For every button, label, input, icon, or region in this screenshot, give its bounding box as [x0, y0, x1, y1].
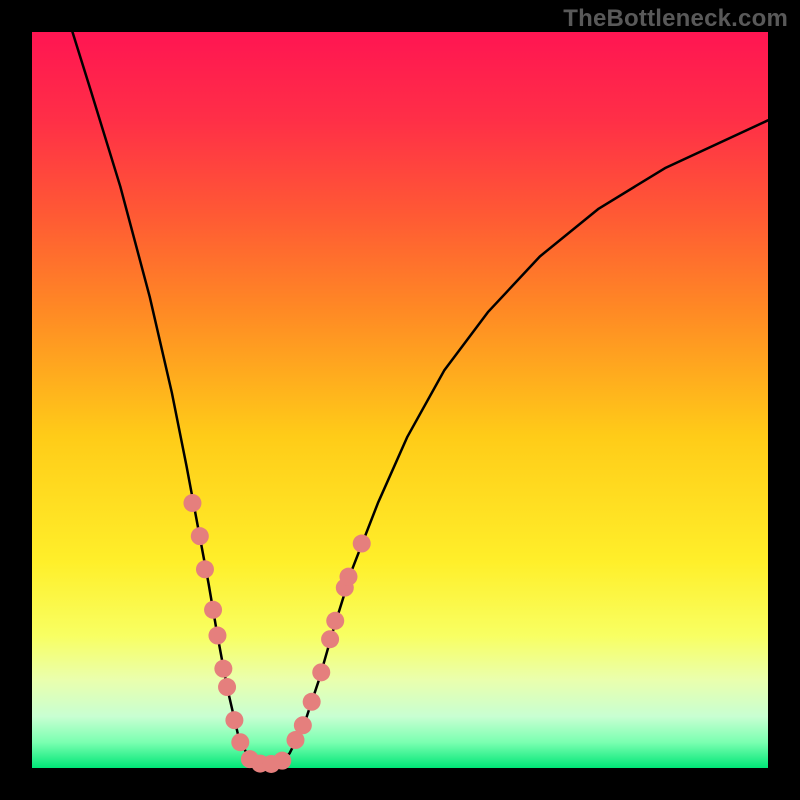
marker-dot — [312, 663, 330, 681]
marker-dot — [225, 711, 243, 729]
bottleneck-curve-chart — [0, 0, 800, 800]
marker-dot — [231, 733, 249, 751]
chart-frame: TheBottleneck.com — [0, 0, 800, 800]
marker-dot — [204, 601, 222, 619]
marker-dot — [321, 630, 339, 648]
marker-dot — [303, 693, 321, 711]
marker-dot — [218, 678, 236, 696]
marker-dot — [339, 568, 357, 586]
plot-area — [32, 32, 768, 768]
marker-dot — [326, 612, 344, 630]
marker-dot — [353, 535, 371, 553]
watermark-label: TheBottleneck.com — [563, 5, 788, 33]
marker-dot — [294, 716, 312, 734]
marker-dot — [214, 660, 232, 678]
marker-dot — [196, 560, 214, 578]
marker-dot — [208, 627, 226, 645]
marker-dot — [273, 752, 291, 770]
marker-dot — [191, 527, 209, 545]
marker-dot — [183, 494, 201, 512]
